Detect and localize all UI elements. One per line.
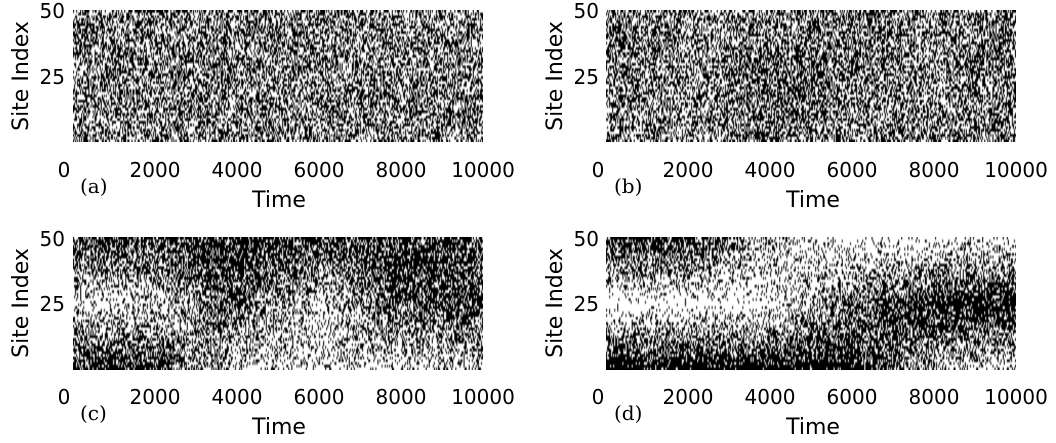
panel-b: 50 25 Site Index 0 2000 4000 6000 8000 1… bbox=[543, 0, 1048, 213]
panel-d: 50 25 Site Index 0 2000 4000 6000 8000 1… bbox=[543, 227, 1048, 440]
panel-d-xlabel: Time bbox=[785, 415, 840, 440]
panel-c-xtick-2000: 2000 bbox=[130, 385, 181, 409]
panel-a-ylabel: Site Index bbox=[9, 21, 34, 131]
panel-c-xtick-4000: 4000 bbox=[212, 385, 263, 409]
panel-a-xtick-4000: 4000 bbox=[212, 158, 263, 182]
panel-b-xtick-0: 0 bbox=[592, 158, 605, 182]
panel-c-ylabel: Site Index bbox=[9, 248, 34, 358]
panel-b-xtick-10000: 10000 bbox=[984, 158, 1048, 182]
panel-c: 50 25 Site Index 0 2000 4000 6000 8000 1… bbox=[9, 227, 515, 440]
panel-b-label: (b) bbox=[614, 174, 642, 198]
panel-c-label: (c) bbox=[80, 401, 107, 425]
panel-b-ylabel: Site Index bbox=[543, 21, 568, 131]
panel-b-ytick-25: 25 bbox=[574, 65, 599, 89]
panel-d-raster bbox=[606, 237, 1016, 370]
panel-c-xtick-8000: 8000 bbox=[376, 385, 427, 409]
panel-c-ytick-25: 25 bbox=[40, 292, 65, 316]
panel-b-xlabel: Time bbox=[785, 188, 840, 213]
panel-b-xtick-8000: 8000 bbox=[909, 158, 960, 182]
panel-b-xtick-2000: 2000 bbox=[663, 158, 714, 182]
panel-d-ytick-50: 50 bbox=[574, 227, 599, 251]
panel-d-xtick-6000: 6000 bbox=[827, 385, 878, 409]
panel-a-xtick-2000: 2000 bbox=[130, 158, 181, 182]
panel-c-xtick-10000: 10000 bbox=[451, 385, 515, 409]
panel-a: 50 25 Site Index 0 2000 4000 6000 8000 1… bbox=[9, 0, 515, 213]
panel-c-xlabel: Time bbox=[251, 415, 306, 440]
panel-d-xtick-4000: 4000 bbox=[745, 385, 796, 409]
panel-d-label: (d) bbox=[614, 401, 642, 425]
panel-d-xtick-10000: 10000 bbox=[984, 385, 1048, 409]
panel-b-raster bbox=[606, 10, 1016, 142]
panel-b-xtick-4000: 4000 bbox=[745, 158, 796, 182]
panel-c-xtick-6000: 6000 bbox=[294, 385, 345, 409]
panel-d-xtick-0: 0 bbox=[592, 385, 605, 409]
panel-a-xtick-8000: 8000 bbox=[376, 158, 427, 182]
panel-b-ytick-50: 50 bbox=[574, 0, 599, 23]
panel-a-ytick-25: 25 bbox=[40, 65, 65, 89]
panel-d-ytick-25: 25 bbox=[574, 292, 599, 316]
panel-a-raster bbox=[73, 10, 483, 142]
panel-c-xtick-0: 0 bbox=[58, 385, 71, 409]
panel-a-xtick-6000: 6000 bbox=[294, 158, 345, 182]
panel-b-xtick-6000: 6000 bbox=[827, 158, 878, 182]
panel-c-raster bbox=[73, 237, 483, 370]
panel-a-xtick-10000: 10000 bbox=[451, 158, 515, 182]
panel-a-ytick-50: 50 bbox=[40, 0, 65, 23]
panel-a-xtick-0: 0 bbox=[58, 158, 71, 182]
panel-a-xlabel: Time bbox=[251, 188, 306, 213]
panel-d-xtick-2000: 2000 bbox=[663, 385, 714, 409]
panel-d-ylabel: Site Index bbox=[543, 248, 568, 358]
panel-a-label: (a) bbox=[80, 174, 108, 198]
panel-d-xtick-8000: 8000 bbox=[909, 385, 960, 409]
panel-c-ytick-50: 50 bbox=[40, 227, 65, 251]
